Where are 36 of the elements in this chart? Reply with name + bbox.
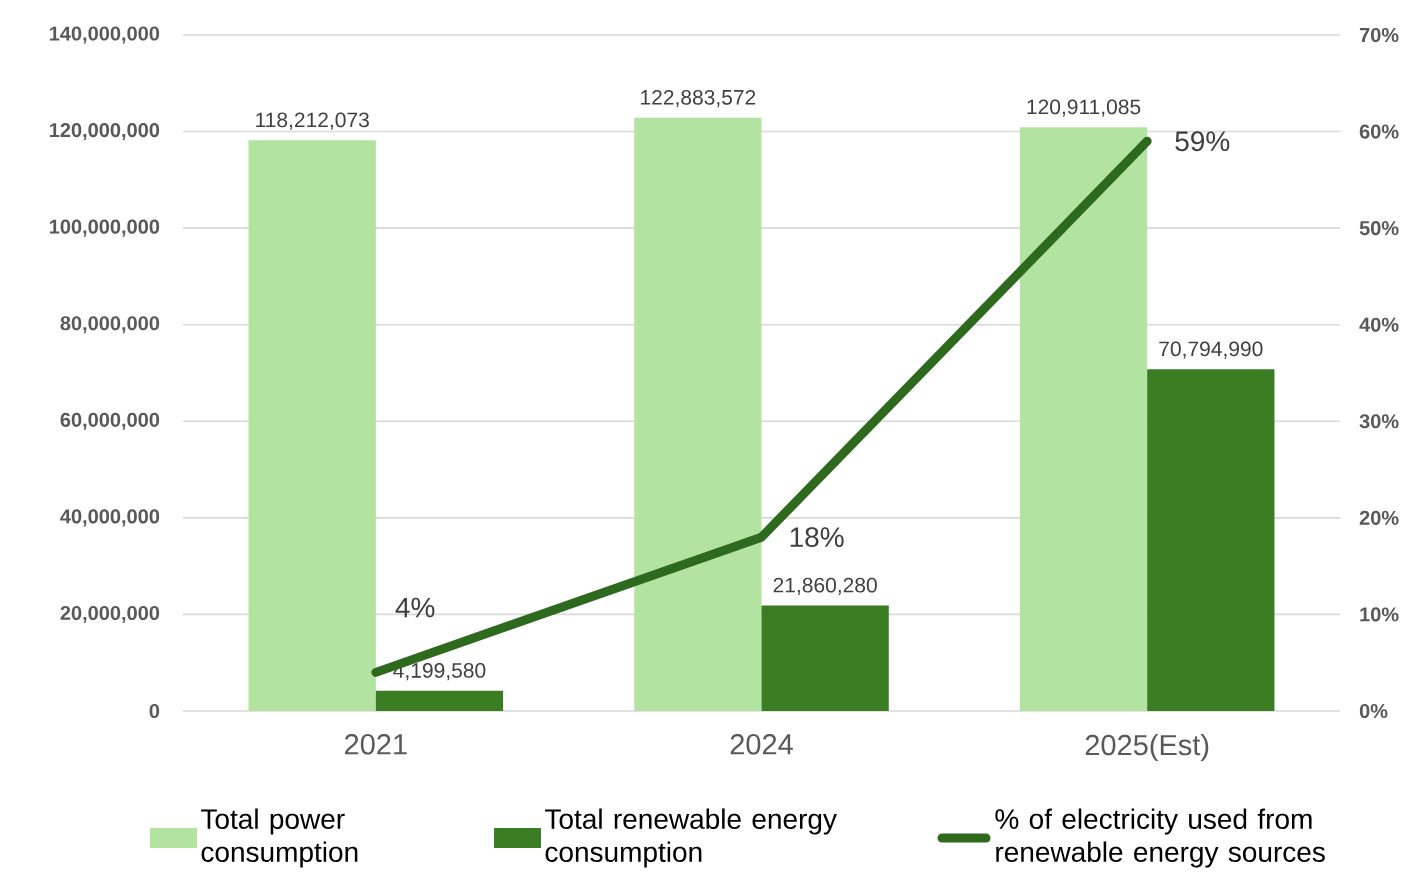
y-tick-label: 0 bbox=[149, 703, 160, 719]
y2-tick-label: 10% bbox=[1360, 607, 1399, 622]
y2-tick-label: 0% bbox=[1359, 703, 1388, 719]
bar bbox=[761, 605, 889, 711]
data-label: 59% bbox=[1175, 131, 1230, 152]
bar bbox=[634, 117, 762, 711]
bar bbox=[248, 140, 376, 711]
data-label: 21,860,280 bbox=[773, 577, 877, 596]
data-label: 118,212,073 bbox=[256, 112, 369, 130]
y-tick-label: 20,000,000 bbox=[60, 605, 160, 623]
y-tick-label: 100,000,000 bbox=[49, 219, 160, 237]
bar bbox=[1147, 369, 1275, 711]
data-label: 70,794,990 bbox=[1159, 341, 1263, 359]
bar bbox=[1019, 127, 1148, 711]
data-label: 122,883,572 bbox=[641, 89, 756, 108]
y2-tick-label: 30% bbox=[1359, 414, 1399, 429]
legend-label: Total renewable energy consumption bbox=[545, 808, 837, 868]
x-tick-label: 2024 bbox=[730, 734, 793, 755]
y2-tick-label: 50% bbox=[1359, 221, 1399, 236]
legend-label: % of electricity used from renewable energy sources bbox=[995, 808, 1325, 868]
x-tick-label: 2021 bbox=[345, 734, 407, 755]
y-tick-label: 60,000,000 bbox=[60, 412, 160, 430]
y2-tick-label: 40% bbox=[1359, 317, 1399, 332]
data-label: 18% bbox=[790, 527, 844, 548]
x-tick-label: 2025(Est) bbox=[1085, 734, 1209, 762]
y-tick-label: 120,000,000 bbox=[49, 123, 160, 141]
legend-label: Total power consumption bbox=[201, 808, 358, 868]
data-label: 4% bbox=[395, 597, 435, 618]
y-tick-label: 140,000,000 bbox=[49, 26, 160, 44]
y-tick-label: 40,000,000 bbox=[60, 509, 160, 527]
y2-tick-label: 60% bbox=[1359, 124, 1399, 139]
y-tick-label: 80,000,000 bbox=[60, 316, 160, 334]
y2-tick-label: 70% bbox=[1359, 27, 1399, 43]
y2-tick-label: 20% bbox=[1359, 510, 1399, 525]
data-label: 120,911,085 bbox=[1027, 99, 1141, 117]
bar bbox=[375, 690, 504, 711]
